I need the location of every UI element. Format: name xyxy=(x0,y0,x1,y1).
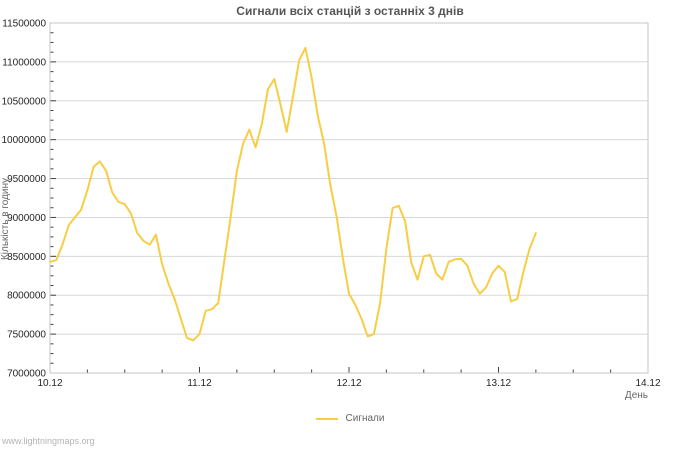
legend: Сигнали xyxy=(0,413,700,424)
chart-title: Сигнали всіх станцій з останніх 3 днів xyxy=(236,4,464,18)
y-tick-label: 9000000 xyxy=(7,213,46,224)
x-tick-label: 11.12 xyxy=(187,378,212,389)
y-tick-label: 7500000 xyxy=(7,330,46,341)
y-tick-label: 7000000 xyxy=(7,369,46,380)
watermark: www.lightningmaps.org xyxy=(2,436,95,446)
legend-line-swatch xyxy=(315,417,338,420)
y-axis-title: Кількість в годину xyxy=(0,178,11,260)
plot-border xyxy=(49,22,649,374)
y-tick-label: 9500000 xyxy=(7,174,46,185)
y-tick-label: 11000000 xyxy=(2,57,46,68)
y-tick-label: 10500000 xyxy=(2,96,47,107)
y-tick-label: 10000000 xyxy=(2,135,47,146)
x-tick-label: 12.12 xyxy=(336,378,361,389)
x-axis-title: День xyxy=(624,390,648,401)
y-tick-label: 8500000 xyxy=(7,252,46,263)
x-tick-label: 13.12 xyxy=(486,378,511,389)
x-tick-label: 10.12 xyxy=(37,378,62,389)
x-tick-label: 14.12 xyxy=(635,378,660,389)
chart-generated-layer: 7000000 7500000 8000000 8500000 9000000 95000… xyxy=(2,19,661,390)
series-line xyxy=(49,46,537,342)
legend-label: Сигнали xyxy=(345,413,385,424)
y-tick-label: 8000000 xyxy=(7,291,46,302)
y-tick-label: 11500000 xyxy=(2,19,46,30)
